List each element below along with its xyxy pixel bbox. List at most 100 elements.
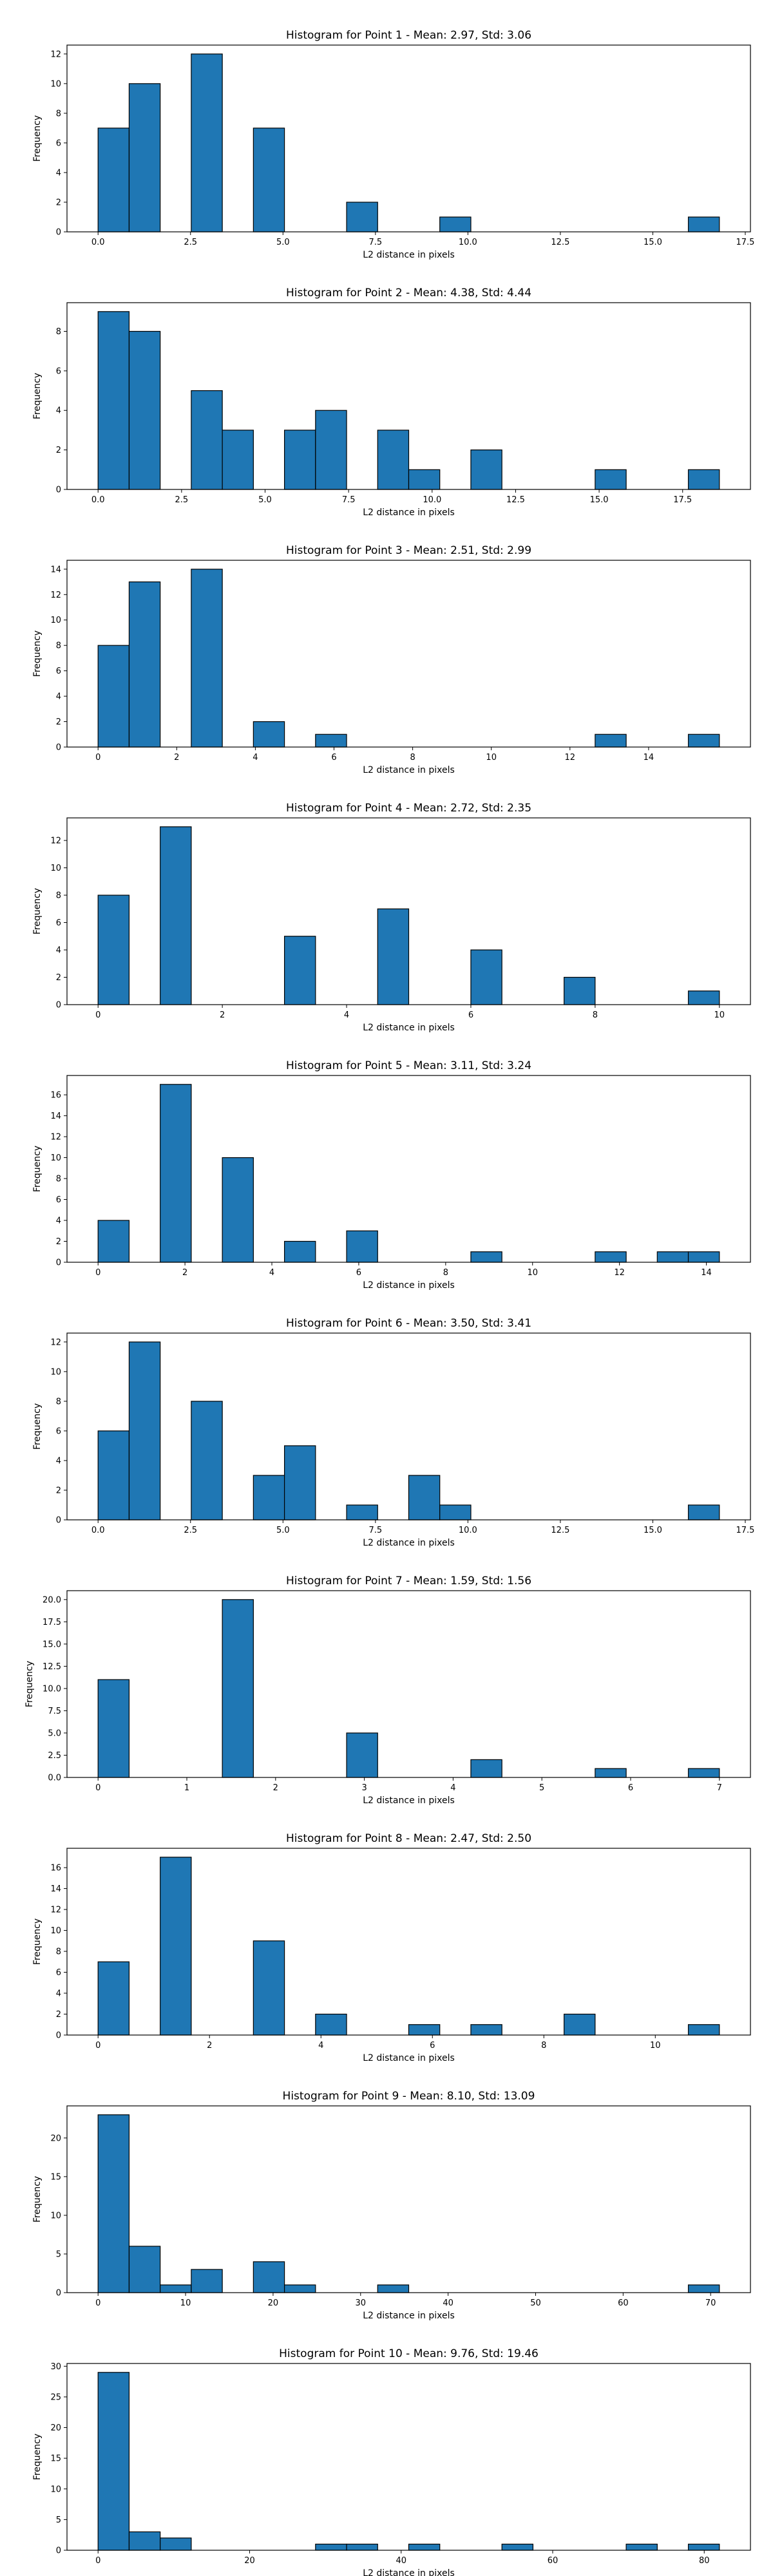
plot-frame	[66, 2363, 751, 2551]
x-tick-label: 2	[207, 2041, 212, 2050]
y-tick-label: 8	[56, 109, 61, 118]
y-tick-label: 0	[56, 1001, 61, 1010]
y-tick-label: 15.0	[43, 1640, 61, 1649]
x-tick-label: 0	[95, 753, 100, 762]
x-axis-label: L2 distance in pixels	[363, 1280, 455, 1291]
x-tick-label: 0.0	[91, 1526, 105, 1535]
histogram-bar	[470, 2024, 502, 2036]
x-tick-label: 7.5	[342, 495, 356, 505]
histogram-bar	[283, 2284, 316, 2293]
histogram-bar	[470, 1251, 502, 1263]
x-tick-label: 15.0	[590, 495, 609, 505]
histogram-bar	[687, 216, 720, 232]
y-axis-label: Frequency	[32, 373, 43, 419]
chart-title: Histogram for Point 9 - Mean: 8.10, Std:…	[283, 2090, 535, 2103]
x-tick-label: 12	[565, 753, 576, 762]
y-tick-label: 7.5	[48, 1707, 61, 1716]
histogram-bar	[128, 83, 161, 232]
x-tick-label: 14	[701, 1268, 712, 1278]
x-tick-label: 6	[628, 1783, 633, 1793]
x-tick-label: 5.0	[276, 238, 290, 247]
x-axis-label: L2 distance in pixels	[363, 2568, 455, 2576]
y-tick-label: 10	[50, 616, 61, 625]
y-axis-label: Frequency	[32, 2176, 43, 2222]
x-tick-label: 0	[95, 2041, 100, 2050]
chart-title: Histogram for Point 4 - Mean: 2.72, Std:…	[286, 802, 531, 815]
x-tick-label: 15.0	[644, 238, 662, 247]
histogram-bar	[470, 949, 502, 1005]
histogram-bar	[97, 1961, 130, 2036]
x-tick-label: 12.5	[551, 1526, 569, 1535]
y-tick-label: 12	[50, 50, 61, 59]
x-axis-label: L2 distance in pixels	[363, 1023, 455, 1033]
histogram-bar	[564, 976, 596, 1005]
histogram-bar	[160, 1857, 192, 2036]
plot-frame	[66, 1848, 751, 2036]
histogram-bar	[687, 734, 720, 748]
x-tick-label: 80	[699, 2556, 710, 2566]
x-tick-label: 10	[714, 1010, 725, 1020]
histogram-bar	[346, 202, 378, 232]
histogram-bar	[315, 2013, 347, 2036]
x-tick-label: 10	[527, 1268, 538, 1278]
histogram-bar	[315, 410, 347, 490]
y-tick-label: 4	[56, 692, 61, 702]
y-tick-label: 8	[56, 1175, 61, 1184]
plot-frame	[66, 44, 751, 232]
y-tick-label: 10	[50, 2485, 61, 2494]
x-axis-label: L2 distance in pixels	[363, 2053, 455, 2063]
x-tick-label: 8	[410, 753, 415, 762]
y-tick-label: 2	[56, 717, 61, 727]
y-tick-label: 2	[56, 2010, 61, 2020]
x-axis-label: L2 distance in pixels	[363, 250, 455, 260]
histogram-bar	[222, 1157, 254, 1263]
y-tick-label: 4	[56, 168, 61, 178]
histogram-bar	[191, 390, 223, 490]
y-tick-label: 30	[50, 2362, 61, 2372]
y-tick-label: 10	[50, 1926, 61, 1936]
y-tick-label: 6	[56, 918, 61, 928]
y-axis-label: Frequency	[32, 115, 43, 162]
x-tick-label: 5.0	[258, 495, 272, 505]
histogram-bar	[97, 895, 130, 1005]
x-tick-label: 40	[396, 2556, 406, 2566]
y-tick-label: 6	[56, 366, 61, 376]
histogram-bar	[97, 1679, 130, 1778]
y-tick-label: 2	[56, 446, 61, 455]
x-tick-label: 60	[618, 2298, 629, 2308]
plot-frame	[66, 560, 751, 748]
histogram-bar	[439, 1504, 472, 1520]
plot-frame	[66, 1075, 751, 1263]
histogram-bar	[283, 430, 316, 490]
chart-title: Histogram for Point 2 - Mean: 4.38, Std:…	[286, 287, 531, 299]
y-tick-label: 20.0	[43, 1595, 61, 1605]
x-tick-label: 60	[548, 2556, 558, 2566]
histogram-bar	[97, 2114, 130, 2293]
histogram-bar	[191, 2269, 223, 2293]
y-tick-label: 6	[56, 1195, 61, 1205]
y-tick-label: 2	[56, 198, 61, 207]
histogram-bar	[283, 1445, 316, 1520]
y-tick-label: 17.5	[43, 1618, 61, 1627]
y-tick-label: 0.0	[48, 1774, 61, 1783]
histogram-bar	[191, 1401, 223, 1520]
y-tick-label: 10	[50, 2211, 61, 2221]
histogram-bar	[687, 2024, 720, 2036]
y-tick-label: 2	[56, 973, 61, 983]
x-tick-label: 4	[450, 1783, 455, 1793]
y-tick-label: 0	[56, 2289, 61, 2298]
x-tick-label: 10.0	[459, 238, 477, 247]
x-tick-label: 8	[541, 2041, 546, 2050]
y-tick-label: 20	[50, 2423, 61, 2433]
y-axis-label: Frequency	[32, 1403, 43, 1450]
x-axis-label: L2 distance in pixels	[363, 1538, 455, 1548]
x-tick-label: 17.5	[736, 1526, 754, 1535]
histogram-bar	[128, 2531, 161, 2551]
chart-title: Histogram for Point 8 - Mean: 2.47, Std:…	[286, 1832, 531, 1845]
x-tick-label: 5	[539, 1783, 544, 1793]
histogram-bar	[160, 2537, 192, 2551]
x-tick-label: 6	[468, 1010, 473, 1020]
y-tick-label: 5	[56, 2249, 61, 2259]
histogram-bar	[346, 1504, 378, 1520]
plot-frame	[66, 302, 751, 490]
